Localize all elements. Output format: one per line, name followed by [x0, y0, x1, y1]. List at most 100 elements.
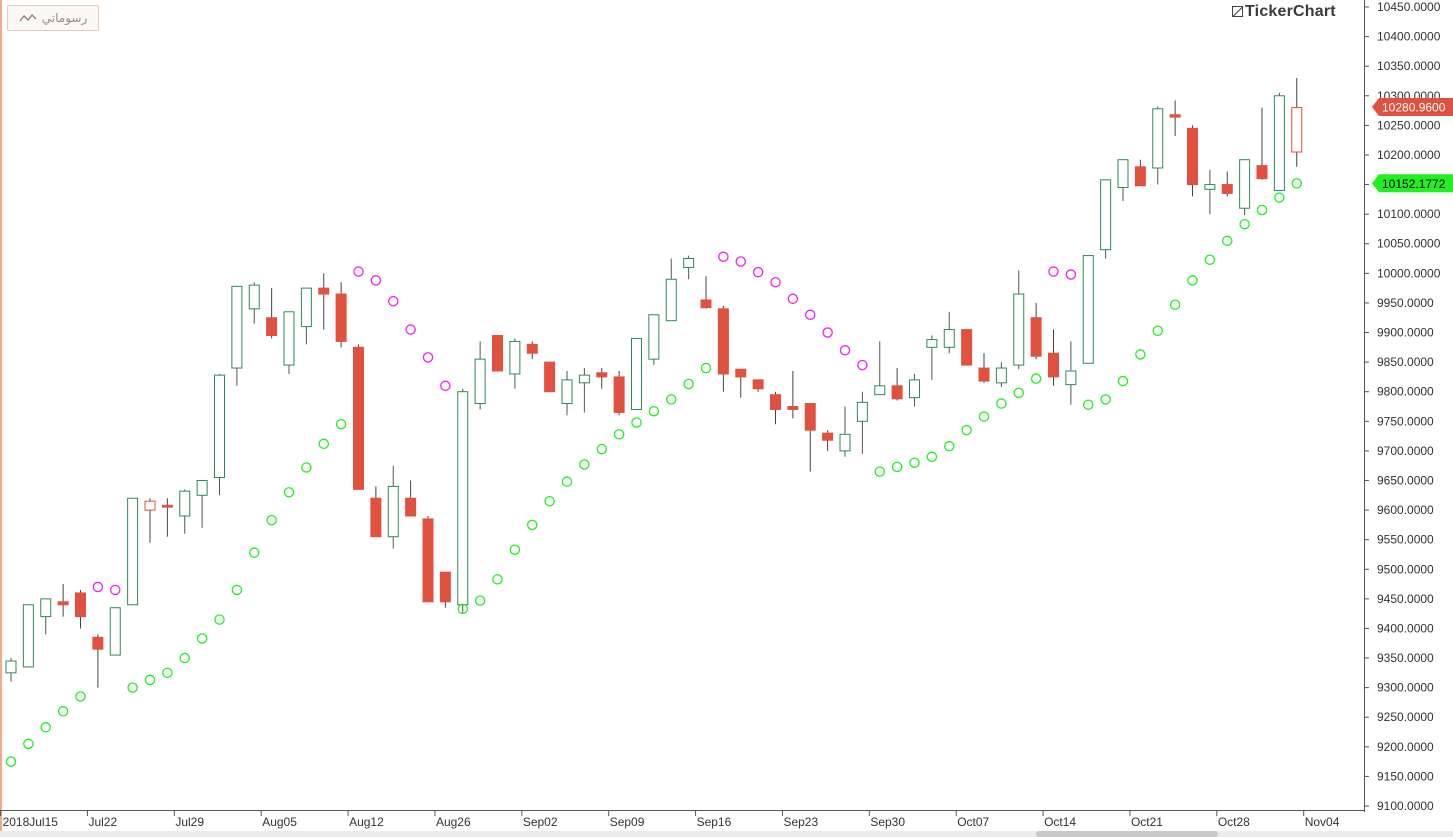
candle[interactable]	[544, 361, 556, 393]
candle[interactable]	[231, 285, 243, 386]
candle[interactable]	[179, 489, 191, 534]
candle[interactable]	[1013, 270, 1025, 370]
candle[interactable]	[961, 329, 973, 366]
my-drawings-button[interactable]: رسوماتي	[7, 5, 99, 31]
candle[interactable]	[300, 287, 312, 345]
x-tick-label: Aug05	[262, 815, 297, 829]
y-tick-label: 9300.0000	[1377, 681, 1434, 695]
candle[interactable]	[735, 368, 747, 398]
candle-body	[995, 367, 1007, 384]
candle[interactable]	[1273, 92, 1285, 191]
scrollbar-thumb[interactable]	[1036, 831, 1218, 837]
candle[interactable]	[1065, 341, 1077, 405]
candle[interactable]	[683, 255, 695, 280]
candle[interactable]	[995, 362, 1007, 387]
sar-dot	[370, 275, 382, 286]
sar-dot	[718, 251, 729, 263]
candle[interactable]	[891, 368, 903, 401]
logo-mark-icon	[1232, 6, 1243, 17]
candle[interactable]	[1048, 329, 1059, 386]
candle[interactable]	[1152, 106, 1164, 185]
candle[interactable]	[1291, 78, 1303, 167]
candle[interactable]	[75, 589, 86, 629]
candle[interactable]	[596, 368, 608, 389]
candle[interactable]	[1030, 302, 1042, 360]
candle[interactable]	[926, 335, 938, 380]
candle[interactable]	[335, 282, 347, 348]
candle[interactable]	[1100, 179, 1112, 259]
candle[interactable]	[196, 479, 208, 528]
y-tick-label: 10200.0000	[1377, 148, 1441, 162]
candle[interactable]	[57, 584, 69, 617]
candle[interactable]	[5, 658, 17, 682]
candle-body	[370, 497, 382, 538]
candle-body	[318, 287, 330, 295]
candle[interactable]	[874, 341, 886, 396]
candle[interactable]	[127, 497, 139, 606]
candle[interactable]	[40, 598, 52, 635]
candle[interactable]	[665, 258, 677, 322]
candle[interactable]	[578, 368, 590, 413]
sar-dot	[839, 345, 851, 356]
candle[interactable]	[457, 388, 469, 614]
candle[interactable]	[474, 341, 486, 410]
candle-body	[214, 374, 225, 479]
candle[interactable]	[1239, 159, 1251, 216]
candle-body	[127, 497, 139, 606]
y-tick-label: 10100.0000	[1377, 207, 1441, 221]
candle[interactable]	[1117, 159, 1129, 202]
candle-body	[1187, 127, 1198, 186]
candle[interactable]	[648, 314, 660, 366]
candle[interactable]	[700, 276, 712, 309]
candle-body	[596, 372, 608, 378]
candle[interactable]	[631, 337, 642, 410]
candle[interactable]	[353, 344, 364, 490]
candle[interactable]	[822, 430, 834, 451]
candle[interactable]	[370, 486, 382, 538]
candle[interactable]	[439, 571, 451, 608]
candle[interactable]	[909, 373, 920, 407]
candle[interactable]	[1169, 100, 1181, 137]
candle[interactable]	[1221, 171, 1233, 197]
candle-body	[92, 636, 104, 650]
sar-dot	[23, 738, 34, 750]
candle[interactable]	[248, 282, 260, 324]
candle[interactable]	[717, 305, 729, 392]
candle[interactable]	[214, 373, 225, 496]
candle[interactable]	[405, 480, 417, 517]
candle[interactable]	[422, 515, 434, 603]
candle-body	[492, 334, 503, 372]
candle[interactable]	[1134, 159, 1146, 187]
candle[interactable]	[804, 403, 816, 472]
candle[interactable]	[492, 334, 503, 372]
candle[interactable]	[613, 370, 625, 416]
candle[interactable]	[561, 370, 573, 416]
candle[interactable]	[770, 391, 781, 425]
candle[interactable]	[839, 406, 851, 457]
candle[interactable]	[1204, 169, 1216, 215]
horizontal-scrollbar[interactable]	[0, 831, 1453, 837]
candle[interactable]	[1082, 255, 1094, 364]
candle[interactable]	[943, 311, 955, 354]
candle[interactable]	[387, 465, 399, 549]
candle[interactable]	[161, 498, 173, 537]
candle[interactable]	[978, 353, 990, 383]
candle[interactable]	[318, 273, 330, 330]
sar-dot	[40, 722, 52, 733]
candle[interactable]	[752, 379, 764, 392]
candle[interactable]	[526, 341, 538, 360]
y-tick-label: 9600.0000	[1377, 503, 1434, 517]
candle[interactable]	[283, 311, 295, 374]
candle[interactable]	[1256, 107, 1268, 180]
candle[interactable]	[787, 370, 799, 419]
candle[interactable]	[266, 288, 278, 339]
candle[interactable]	[509, 338, 521, 389]
candle[interactable]	[856, 391, 868, 454]
candle[interactable]	[92, 634, 104, 688]
candle[interactable]	[22, 604, 34, 668]
x-tick-label: Sep30	[870, 815, 905, 829]
candle[interactable]	[109, 607, 121, 656]
candle[interactable]	[1187, 125, 1198, 197]
candle[interactable]	[144, 498, 156, 543]
